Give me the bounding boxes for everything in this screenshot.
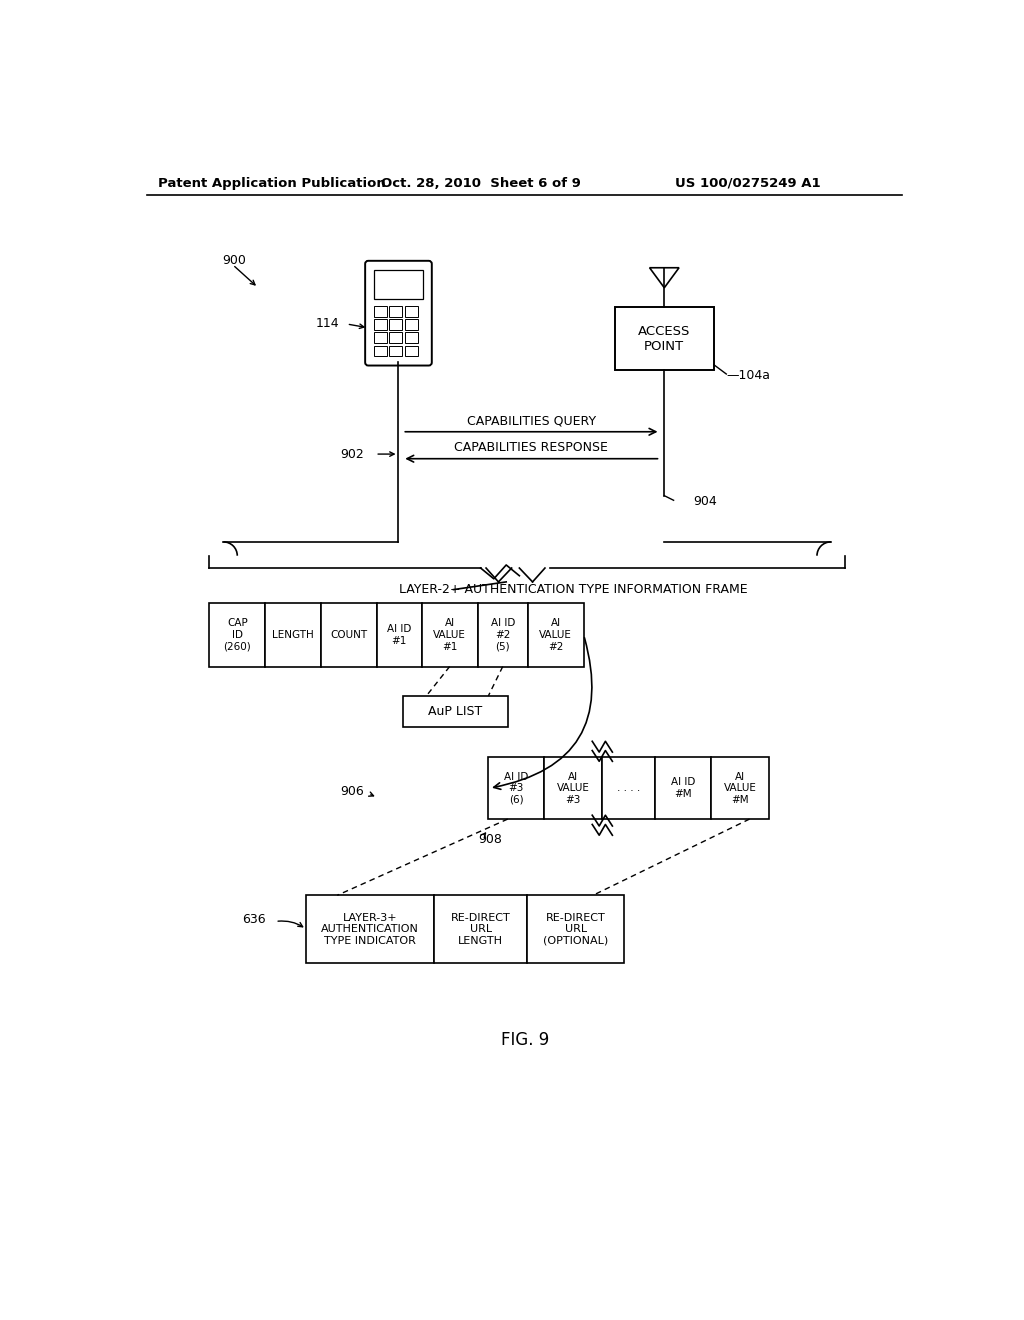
- Text: FIG. 9: FIG. 9: [501, 1031, 549, 1049]
- Bar: [404, 306, 418, 317]
- Bar: [389, 306, 402, 317]
- Text: 904: 904: [693, 495, 718, 508]
- Text: CAPABILITIES QUERY: CAPABILITIES QUERY: [467, 414, 596, 428]
- Bar: [528, 603, 584, 667]
- Bar: [374, 319, 387, 330]
- Text: AI
VALUE
#2: AI VALUE #2: [540, 619, 572, 652]
- Text: ACCESS
POINT: ACCESS POINT: [638, 325, 690, 352]
- Bar: [374, 333, 387, 343]
- Text: AI ID
#1: AI ID #1: [387, 624, 412, 645]
- Bar: [527, 895, 624, 964]
- Bar: [209, 603, 265, 667]
- Text: AI ID
#3
(6): AI ID #3 (6): [504, 772, 528, 805]
- Bar: [306, 895, 434, 964]
- Text: —104a: —104a: [726, 370, 770, 381]
- Bar: [374, 346, 387, 356]
- Bar: [374, 271, 423, 300]
- Bar: [389, 333, 402, 343]
- Bar: [404, 333, 418, 343]
- Text: AI
VALUE
#M: AI VALUE #M: [723, 772, 757, 805]
- Text: 114: 114: [315, 317, 339, 330]
- Text: LAYER-3+
AUTHENTICATION
TYPE INDICATOR: LAYER-3+ AUTHENTICATION TYPE INDICATOR: [322, 912, 419, 945]
- Bar: [434, 895, 527, 964]
- Text: LAYER-2+ AUTHENTICATION TYPE INFORMATION FRAME: LAYER-2+ AUTHENTICATION TYPE INFORMATION…: [399, 582, 748, 595]
- Text: Oct. 28, 2010  Sheet 6 of 9: Oct. 28, 2010 Sheet 6 of 9: [381, 177, 581, 190]
- Text: CAPABILITIES RESPONSE: CAPABILITIES RESPONSE: [455, 441, 608, 454]
- Text: CAP
ID
(260): CAP ID (260): [223, 619, 251, 652]
- Bar: [403, 696, 508, 726]
- Text: AI
VALUE
#3: AI VALUE #3: [557, 772, 590, 805]
- Bar: [602, 758, 655, 818]
- Bar: [422, 603, 477, 667]
- Text: COUNT: COUNT: [331, 630, 368, 640]
- Bar: [389, 319, 402, 330]
- Text: . . . .: . . . .: [617, 783, 640, 793]
- Text: LENGTH: LENGTH: [272, 630, 314, 640]
- Bar: [404, 346, 418, 356]
- Text: RE-DIRECT
URL
LENGTH: RE-DIRECT URL LENGTH: [451, 912, 511, 945]
- Bar: [477, 603, 528, 667]
- Text: Patent Application Publication: Patent Application Publication: [158, 177, 385, 190]
- Bar: [544, 758, 602, 818]
- Bar: [389, 346, 402, 356]
- Bar: [374, 306, 387, 317]
- Text: AI ID
#2
(5): AI ID #2 (5): [490, 619, 515, 652]
- Text: RE-DIRECT
URL
(OPTIONAL): RE-DIRECT URL (OPTIONAL): [543, 912, 608, 945]
- Text: AuP LIST: AuP LIST: [428, 705, 482, 718]
- Text: 636: 636: [243, 913, 266, 927]
- Bar: [614, 308, 714, 370]
- Bar: [377, 603, 422, 667]
- Bar: [488, 758, 544, 818]
- Text: AI
VALUE
#1: AI VALUE #1: [433, 619, 466, 652]
- Text: US 100/0275249 A1: US 100/0275249 A1: [675, 177, 821, 190]
- Bar: [321, 603, 377, 667]
- Text: 902: 902: [340, 447, 364, 461]
- Bar: [711, 758, 769, 818]
- Bar: [404, 319, 418, 330]
- Text: 908: 908: [478, 833, 502, 846]
- Bar: [655, 758, 711, 818]
- Text: AI ID
#M: AI ID #M: [671, 777, 695, 799]
- Text: 906: 906: [341, 785, 365, 797]
- FancyBboxPatch shape: [366, 261, 432, 366]
- Text: 900: 900: [222, 253, 247, 267]
- Bar: [265, 603, 321, 667]
